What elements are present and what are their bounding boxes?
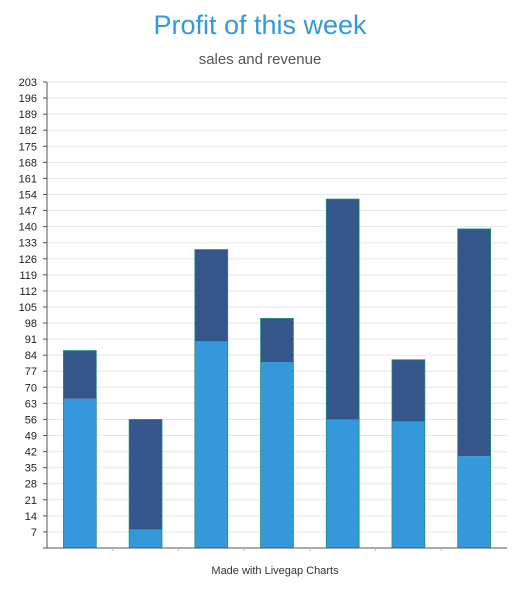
y-tick-label: 28	[25, 479, 37, 491]
y-tick-label: 112	[19, 286, 37, 298]
y-tick-label: 70	[25, 382, 37, 394]
y-tick-label: 133	[19, 238, 37, 250]
y-tick-label: 196	[19, 93, 37, 105]
y-tick-label: 154	[19, 189, 37, 201]
chart-subtitle: sales and revenue	[198, 51, 322, 68]
bar-segment-top[interactable]	[392, 359, 425, 422]
bar-segment-bottom[interactable]	[194, 341, 228, 548]
y-tick-label: 161	[19, 173, 37, 185]
y-tick-label: 63	[25, 398, 37, 410]
y-tick-label: 91	[25, 334, 37, 346]
y-tick-label: 14	[25, 511, 37, 523]
y-tick-label: 168	[19, 157, 37, 169]
y-tick-label: 105	[19, 302, 37, 314]
bar-segment-bottom[interactable]	[326, 419, 360, 548]
y-tick-label: 42	[25, 447, 37, 459]
bar-segment-top[interactable]	[260, 318, 294, 363]
y-tick-label: 7	[31, 527, 37, 539]
y-tick-label: 119	[19, 270, 37, 282]
bar-segment-top[interactable]	[63, 350, 97, 399]
y-tick-label: 147	[19, 206, 37, 218]
y-tick-label: 49	[25, 431, 37, 443]
bar-segment-bottom[interactable]	[129, 529, 162, 548]
y-tick-label: 140	[19, 222, 37, 234]
y-tick-label: 126	[19, 254, 37, 266]
chart-title: Profit of this week	[153, 10, 367, 40]
bars	[63, 198, 491, 549]
y-tick-label: 56	[25, 414, 37, 426]
bar-segment-top[interactable]	[129, 419, 162, 530]
bar-segment-top[interactable]	[194, 249, 228, 342]
y-tick-label: 182	[19, 125, 37, 137]
y-tick-label: 203	[19, 77, 37, 89]
y-axis-ticks: 7 14 21 28 35 42 49 56 63 70 77 84 91 98 105 112 119 126 1…	[19, 77, 47, 539]
bar-segment-bottom[interactable]	[63, 398, 97, 548]
bar-segment-bottom[interactable]	[392, 421, 425, 548]
y-tick-label: 98	[25, 318, 37, 330]
y-tick-label: 175	[19, 141, 37, 153]
bar-segment-bottom[interactable]	[260, 362, 294, 548]
y-tick-label: 21	[25, 495, 37, 507]
y-tick-label: 35	[25, 463, 37, 475]
x-axis-ticks	[112, 548, 442, 551]
credit-text: Made with Livegap Charts	[211, 565, 339, 577]
bar-segment-top[interactable]	[457, 228, 491, 457]
y-tick-label: 84	[25, 350, 37, 362]
bar-segment-bottom[interactable]	[457, 456, 491, 548]
y-tick-label: 189	[19, 109, 37, 121]
bar-segment-top[interactable]	[326, 199, 360, 420]
y-tick-label: 77	[25, 366, 37, 378]
